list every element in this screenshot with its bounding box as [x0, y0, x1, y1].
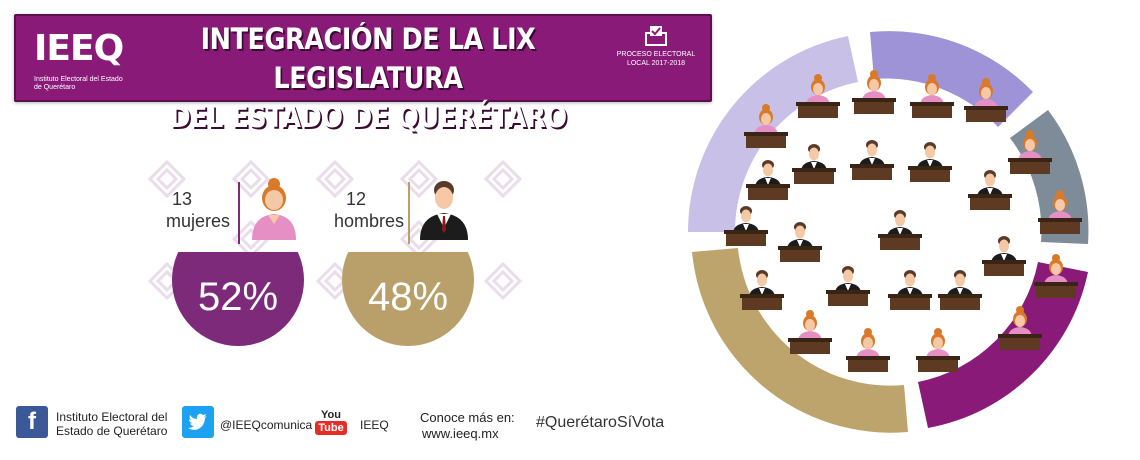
more-info-label: Conoce más en: [420, 410, 515, 425]
logo-subtitle: Instituto Electoral del Estado de Querét… [34, 76, 123, 91]
youtube-icon-top: You [321, 409, 341, 421]
website-link[interactable]: www.ieeq.mx [422, 426, 499, 441]
hashtag: #QuerétaroSíVota [536, 414, 665, 431]
women-divider [238, 182, 240, 244]
woman-icon [252, 178, 296, 240]
men-divider [408, 182, 410, 244]
youtube-icon-bottom: Tube [315, 421, 347, 435]
title-line-1: INTEGRACIÓN DE LA LIX LEGISLATURA [200, 22, 536, 95]
men-count: 12 [346, 189, 367, 209]
women-percent: 52% [197, 274, 279, 319]
youtube-channel[interactable]: IEEQ [360, 418, 389, 432]
facebook-link[interactable]: Instituto Electoral del Estado de Querét… [56, 410, 168, 438]
header-banner: IEEQ Instituto Electoral del Estado de Q… [14, 14, 712, 134]
women-label: mujeres [165, 211, 230, 231]
men-count-block: 12 hombres [320, 188, 404, 232]
more-info: Conoce más en: www.ieeq.mx [420, 410, 515, 442]
logo-text: IEEQ [34, 28, 124, 69]
process-label: PROCESO ELECTORAL LOCAL 2017-2018 [610, 24, 702, 68]
man-icon [420, 181, 468, 240]
twitter-icon[interactable] [182, 406, 214, 438]
title-line-2: DEL ESTADO DE QUERÉTARO [169, 100, 567, 134]
footer: f Instituto Electoral del Estado de Quer… [0, 398, 700, 448]
men-label: hombres [333, 211, 404, 231]
ballot-box-icon [645, 26, 667, 46]
men-stat: 12 hombres 48% [320, 181, 480, 348]
legislature-ring-illustration [688, 31, 1089, 433]
ieeq-logo: IEEQ Instituto Electoral del Estado de Q… [34, 24, 124, 94]
women-count-block: 13 mujeres [150, 188, 230, 232]
men-percent: 48% [367, 274, 449, 319]
facebook-icon[interactable]: f [16, 406, 48, 438]
women-count: 13 [172, 189, 193, 209]
process-text: PROCESO ELECTORAL LOCAL 2017-2018 [616, 51, 696, 67]
youtube-icon[interactable]: You Tube [314, 404, 348, 440]
twitter-handle[interactable]: @IEEQcomunica [220, 418, 313, 432]
women-stat: 13 mujeres 52% [150, 178, 310, 348]
page-title: INTEGRACIÓN DE LA LIX LEGISLATURA DEL ES… [148, 20, 588, 137]
